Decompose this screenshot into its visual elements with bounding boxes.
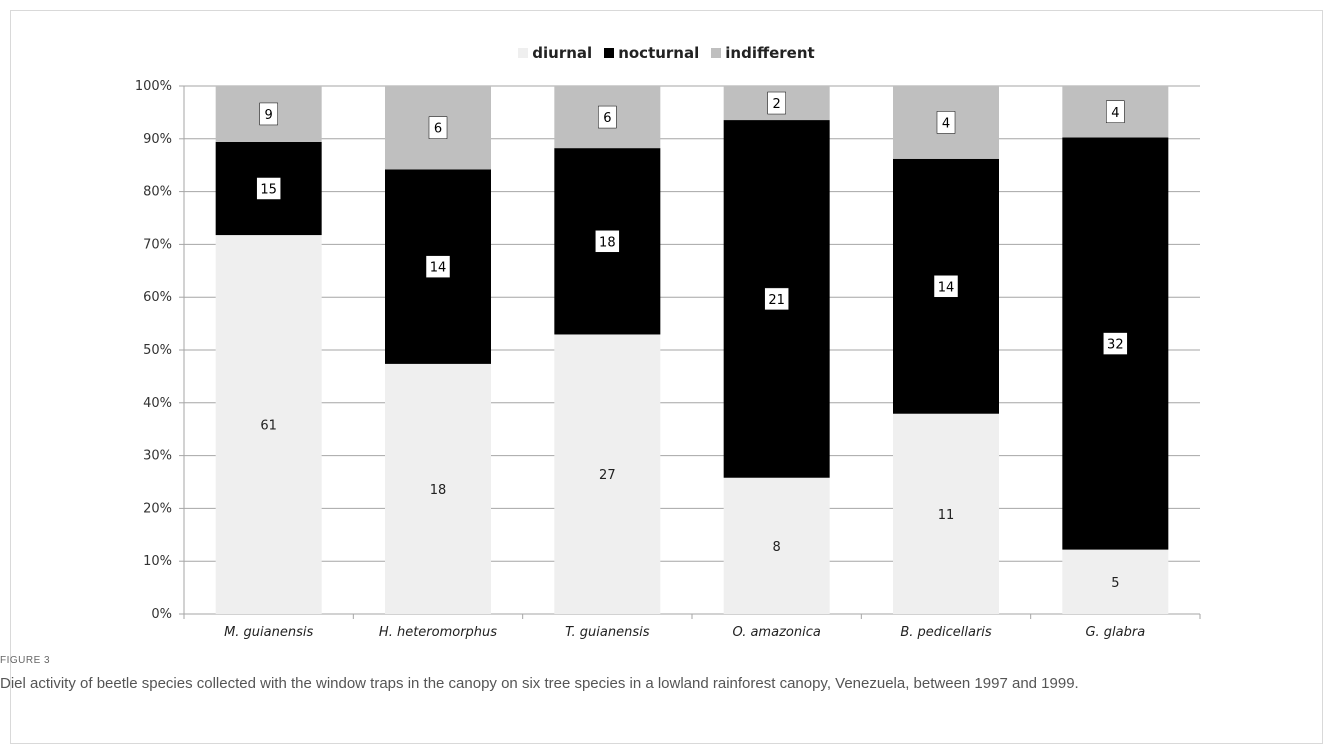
data-label-box (256, 177, 281, 200)
x-tick-label: H. heteromorphus (379, 625, 497, 640)
y-tick-label: 60% (143, 290, 172, 305)
x-tick-label: G. glabra (1085, 625, 1145, 640)
data-label: 15 (260, 182, 277, 197)
y-tick-label: 100% (135, 79, 172, 94)
figure-frame: diurnal nocturnal indifferent 0% 10% 20% 30… (10, 10, 1323, 744)
legend-label-nocturnal: nocturnal (618, 44, 700, 62)
data-label: 21 (768, 293, 785, 308)
y-tick-label: 90% (143, 132, 172, 147)
x-tick-label: B. pedicellaris (900, 625, 992, 640)
y-tick-label: 30% (143, 449, 172, 464)
chart-legend: diurnal nocturnal indifferent (11, 42, 1322, 64)
data-label-box (933, 275, 959, 298)
data-label-box (598, 105, 617, 129)
legend-label-diurnal: diurnal (532, 44, 593, 62)
data-label-box (595, 230, 620, 253)
y-tick-label: 50% (143, 343, 172, 358)
y-tick-label: 80% (143, 185, 172, 200)
data-label-box (1103, 332, 1128, 355)
data-label: 14 (938, 280, 955, 295)
data-label: 8 (773, 540, 781, 555)
y-tick-label: 10% (143, 554, 172, 569)
bar-segment-diurnal (1062, 549, 1169, 614)
figure-label: FIGURE 3 (0, 655, 51, 666)
y-tick-label: 0% (151, 607, 172, 622)
data-label-box (767, 91, 786, 115)
bar-segment-diurnal (385, 363, 491, 614)
legend-swatch-nocturnal (604, 48, 615, 58)
data-label: 9 (265, 108, 273, 123)
legend-item-diurnal: diurnal (518, 44, 592, 62)
data-label: 6 (603, 111, 611, 126)
data-label-box (259, 102, 278, 126)
x-tick-label: M. guianensis (224, 625, 313, 640)
figure-caption: Diel activity of beetle species collecte… (0, 675, 1079, 692)
y-tick-label: 70% (143, 237, 172, 252)
y-tick-label: 40% (143, 396, 172, 411)
data-label: 61 (260, 419, 277, 434)
data-label: 14 (430, 261, 447, 276)
x-tick-label: T. guianensis (565, 625, 650, 640)
legend-item-indifferent: indifferent (711, 44, 815, 62)
data-label-box (425, 255, 451, 278)
data-label-box (1106, 100, 1125, 124)
data-label: 6 (434, 122, 442, 137)
data-label-box (936, 111, 956, 134)
legend-label-indifferent: indifferent (725, 44, 815, 62)
data-label: 4 (1111, 106, 1119, 121)
bar-segment-diurnal (893, 413, 999, 614)
y-tick-label: 20% (143, 501, 172, 516)
data-label: 18 (599, 235, 616, 250)
legend-swatch-indifferent (711, 48, 722, 58)
data-label-box (428, 116, 448, 139)
x-tick-label: O. amazonica (733, 625, 821, 640)
data-label: 27 (599, 468, 616, 483)
stacked-bar-chart: 0%10%20%30%40%50%60%70%80%90%100%61159M.… (135, 79, 1201, 640)
data-label: 5 (1111, 576, 1119, 591)
data-label: 4 (942, 116, 950, 131)
data-label: 2 (773, 97, 781, 112)
legend-item-nocturnal: nocturnal (604, 44, 699, 62)
bar-segment-diurnal (554, 334, 661, 614)
bar-segment-diurnal (723, 477, 830, 614)
data-label: 32 (1107, 338, 1124, 353)
legend-swatch-diurnal (518, 48, 529, 58)
data-label-box (764, 287, 789, 311)
data-label: 11 (938, 508, 955, 523)
data-label: 18 (430, 483, 447, 498)
bar-segment-diurnal (215, 235, 322, 615)
